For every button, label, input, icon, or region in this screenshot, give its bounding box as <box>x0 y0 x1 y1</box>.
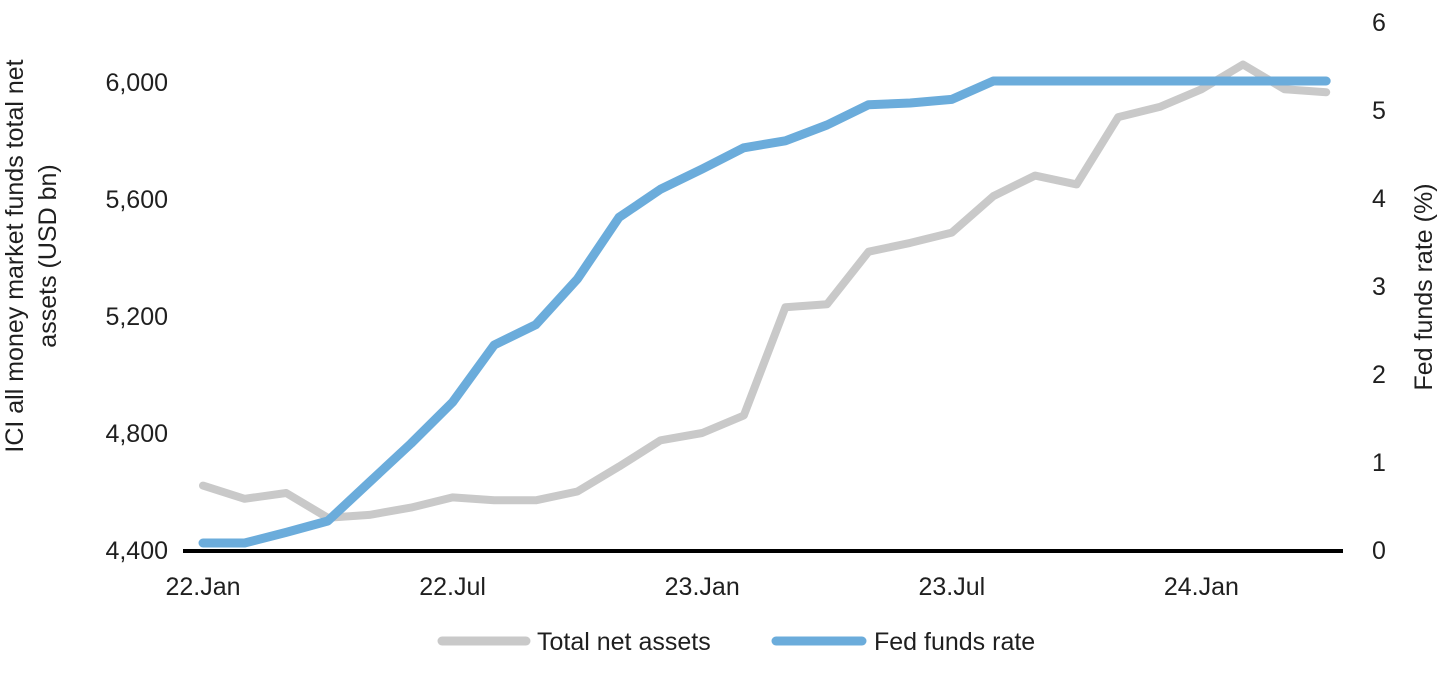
series-lines <box>198 60 1331 548</box>
x-axis-tick-label: 23.Jan <box>665 573 740 601</box>
legend: Total net assets Fed funds rate <box>437 628 1035 656</box>
left-axis-tick-label: 6,000 <box>105 69 168 97</box>
x-axis-tick-label: 22.Jul <box>419 573 486 601</box>
right-axis-tick-label: 2 <box>1372 361 1386 389</box>
right-axis-tick-label: 4 <box>1372 185 1386 213</box>
right-axis-tick-label: 5 <box>1372 97 1386 125</box>
right-axis-tick-label: 1 <box>1372 449 1386 477</box>
right-axis-title: Fed funds rate (%) <box>1410 183 1438 390</box>
right-axis-tick-label: 0 <box>1372 537 1386 565</box>
left-axis-title-line1: ICI all money market funds total net <box>1 59 29 452</box>
series-line-fed-funds-rate <box>198 76 1331 548</box>
series-line-total-net-assets <box>199 60 1331 522</box>
x-axis-tick-label: 24.Jan <box>1164 573 1239 601</box>
x-axis-tick-labels: 22.Jan 22.Jul 23.Jan 23.Jul 24.Jan <box>165 573 1238 601</box>
right-axis-tick-label: 6 <box>1372 9 1386 37</box>
x-axis-line <box>183 549 1343 553</box>
right-axis-tick-label: 3 <box>1372 273 1386 301</box>
left-axis-title-line2: assets (USD bn) <box>34 164 62 347</box>
left-axis-tick-label: 4,400 <box>105 537 168 565</box>
right-axis-title-text: Fed funds rate (%) <box>1410 183 1438 390</box>
left-axis-tick-label: 5,200 <box>105 303 168 331</box>
x-axis-tick-label: 23.Jul <box>918 573 985 601</box>
left-axis-title: ICI all money market funds total net ass… <box>1 59 62 452</box>
left-axis-tick-label: 5,600 <box>105 186 168 214</box>
legend-label-total-net-assets: Total net assets <box>537 628 711 656</box>
left-axis-tick-label: 4,800 <box>105 420 168 448</box>
legend-label-fed-funds-rate: Fed funds rate <box>874 628 1035 656</box>
x-axis-tick-label: 22.Jan <box>165 573 240 601</box>
right-axis-tick-labels: 0 1 2 3 4 5 6 <box>1372 9 1386 565</box>
left-axis-tick-labels: 4,400 4,800 5,200 5,600 6,000 <box>105 69 168 565</box>
